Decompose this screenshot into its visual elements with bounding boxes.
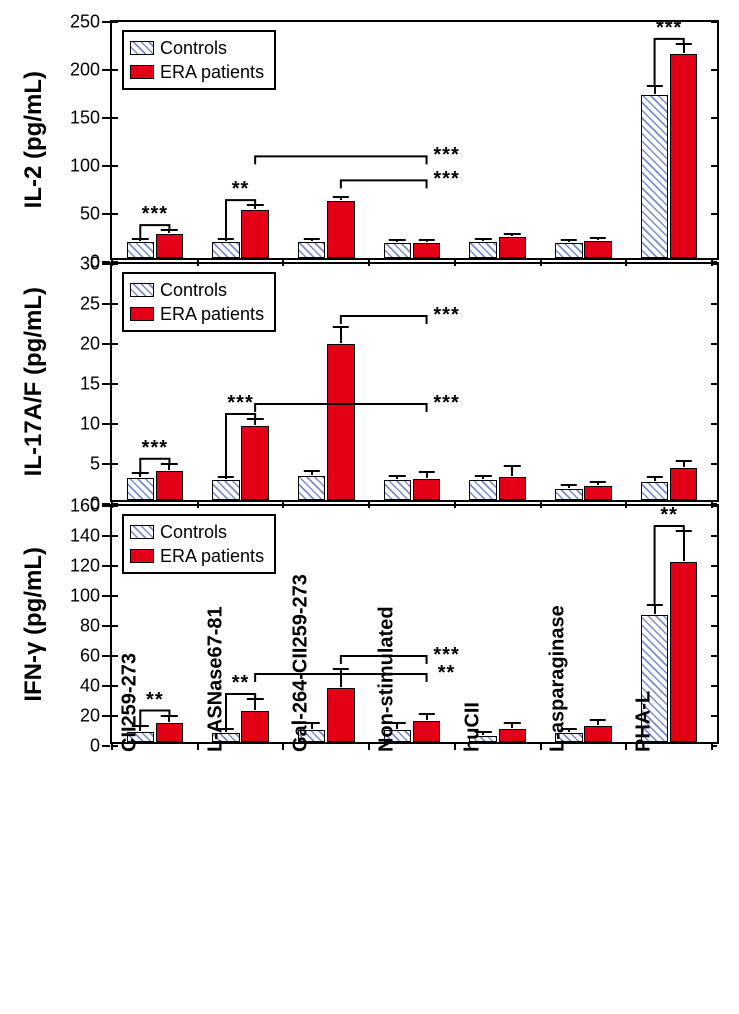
bar-era-0 [156,234,183,258]
bar-era-5 [584,486,611,500]
bar-controls-5 [555,489,582,500]
bar-era-0 [156,723,183,743]
ytick-label: 0 [90,736,100,757]
ytick-label: 50 [80,204,100,225]
bar-era-6 [670,562,697,742]
ytick-label: 5 [90,454,100,475]
legend: Controls ERA patients [122,30,276,90]
panel-il17: IL-17A/F (pg/mL)051015202530************… [20,262,719,502]
sig-label: *** [142,437,168,460]
xlabel-3: Non-stimulated [376,606,399,752]
bar-controls-1 [212,242,239,258]
sig-label: ** [232,672,250,695]
bar-era-0 [156,471,183,500]
bar-controls-5 [555,243,582,258]
bar-controls-0 [127,478,154,500]
plot-box: 051015202530************ControlsERA pati… [110,262,719,502]
legend-controls: Controls [160,522,227,543]
ytick-label: 100 [70,156,100,177]
ytick-label: 20 [80,334,100,355]
bar-era-2 [327,201,354,258]
sig-label: ** [660,504,678,527]
legend-controls: Controls [160,38,227,59]
bar-era-3 [413,721,440,742]
xlabel-5: L-asparaginase [547,605,570,752]
legend: Controls ERA patients [122,514,276,574]
plot-box: 020406080100120140160***********Controls… [110,504,719,744]
ytick-label: 60 [80,646,100,667]
ylabel-il2: IL-2 (pg/mL) [20,71,60,208]
legend-era: ERA patients [160,304,264,325]
ytick-label: 250 [70,12,100,33]
sig-label: *** [433,304,459,327]
bar-controls-4 [469,242,496,258]
ylabel-il17: IL-17A/F (pg/mL) [20,287,60,476]
legend-controls: Controls [160,280,227,301]
bar-era-4 [499,477,526,500]
bar-era-2 [327,344,354,500]
ytick-label: 25 [80,294,100,315]
ytick-label: 100 [70,586,100,607]
ytick-label: 140 [70,526,100,547]
xlabel-4: huCII [461,702,484,752]
xlabel-1: L-ASNase67-81 [204,606,227,752]
bar-controls-3 [384,480,411,500]
ytick-label: 30 [80,254,100,275]
sig-label: ** [146,689,164,712]
sig-label: *** [142,203,168,226]
bar-era-5 [584,726,611,743]
xlabel-0: CII259-273 [118,653,141,752]
bar-controls-4 [469,480,496,500]
ytick-label: 20 [80,706,100,727]
bar-era-5 [584,241,611,258]
bar-era-4 [499,729,526,743]
legend-era: ERA patients [160,62,264,83]
bar-era-6 [670,54,697,258]
bar-era-6 [670,468,697,500]
bar-era-4 [499,237,526,258]
sig-label: *** [433,644,459,667]
bar-controls-3 [384,243,411,258]
bar-era-3 [413,243,440,258]
bar-era-2 [327,688,354,742]
bar-era-1 [241,711,268,743]
sig-label: *** [227,392,253,415]
bar-controls-0 [127,242,154,258]
ytick-label: 10 [80,414,100,435]
sig-label: *** [433,168,459,191]
sig-label: *** [433,144,459,167]
bar-era-1 [241,210,268,258]
plot-box: 050100150200250**************ControlsERA… [110,20,719,260]
ylabel-ifng: IFN-γ (pg/mL) [20,547,60,702]
bar-controls-1 [212,480,239,500]
bar-era-1 [241,426,268,500]
bar-era-3 [413,479,440,500]
ytick-label: 160 [70,496,100,517]
panel-il2: IL-2 (pg/mL)050100150200250*************… [20,20,719,260]
ytick-label: 200 [70,60,100,81]
bar-controls-2 [298,242,325,258]
xlabel-6: PHA-L [633,691,656,752]
ytick-label: 150 [70,108,100,129]
xlabel-2: Gal-264-CII259-273 [290,574,313,752]
sig-label: ** [232,178,250,201]
ytick-label: 120 [70,556,100,577]
chart-stack: IL-2 (pg/mL)050100150200250*************… [20,20,719,744]
ytick-label: 40 [80,676,100,697]
ytick-label: 80 [80,616,100,637]
bar-controls-6 [641,95,668,258]
sig-label: *** [433,392,459,415]
x-axis-labels: CII259-273L-ASNase67-81Gal-264-CII259-27… [110,744,710,964]
bar-controls-6 [641,482,668,500]
legend: Controls ERA patients [122,272,276,332]
bar-controls-2 [298,476,325,500]
ytick-label: 15 [80,374,100,395]
legend-era: ERA patients [160,546,264,567]
sig-label: *** [656,17,682,40]
